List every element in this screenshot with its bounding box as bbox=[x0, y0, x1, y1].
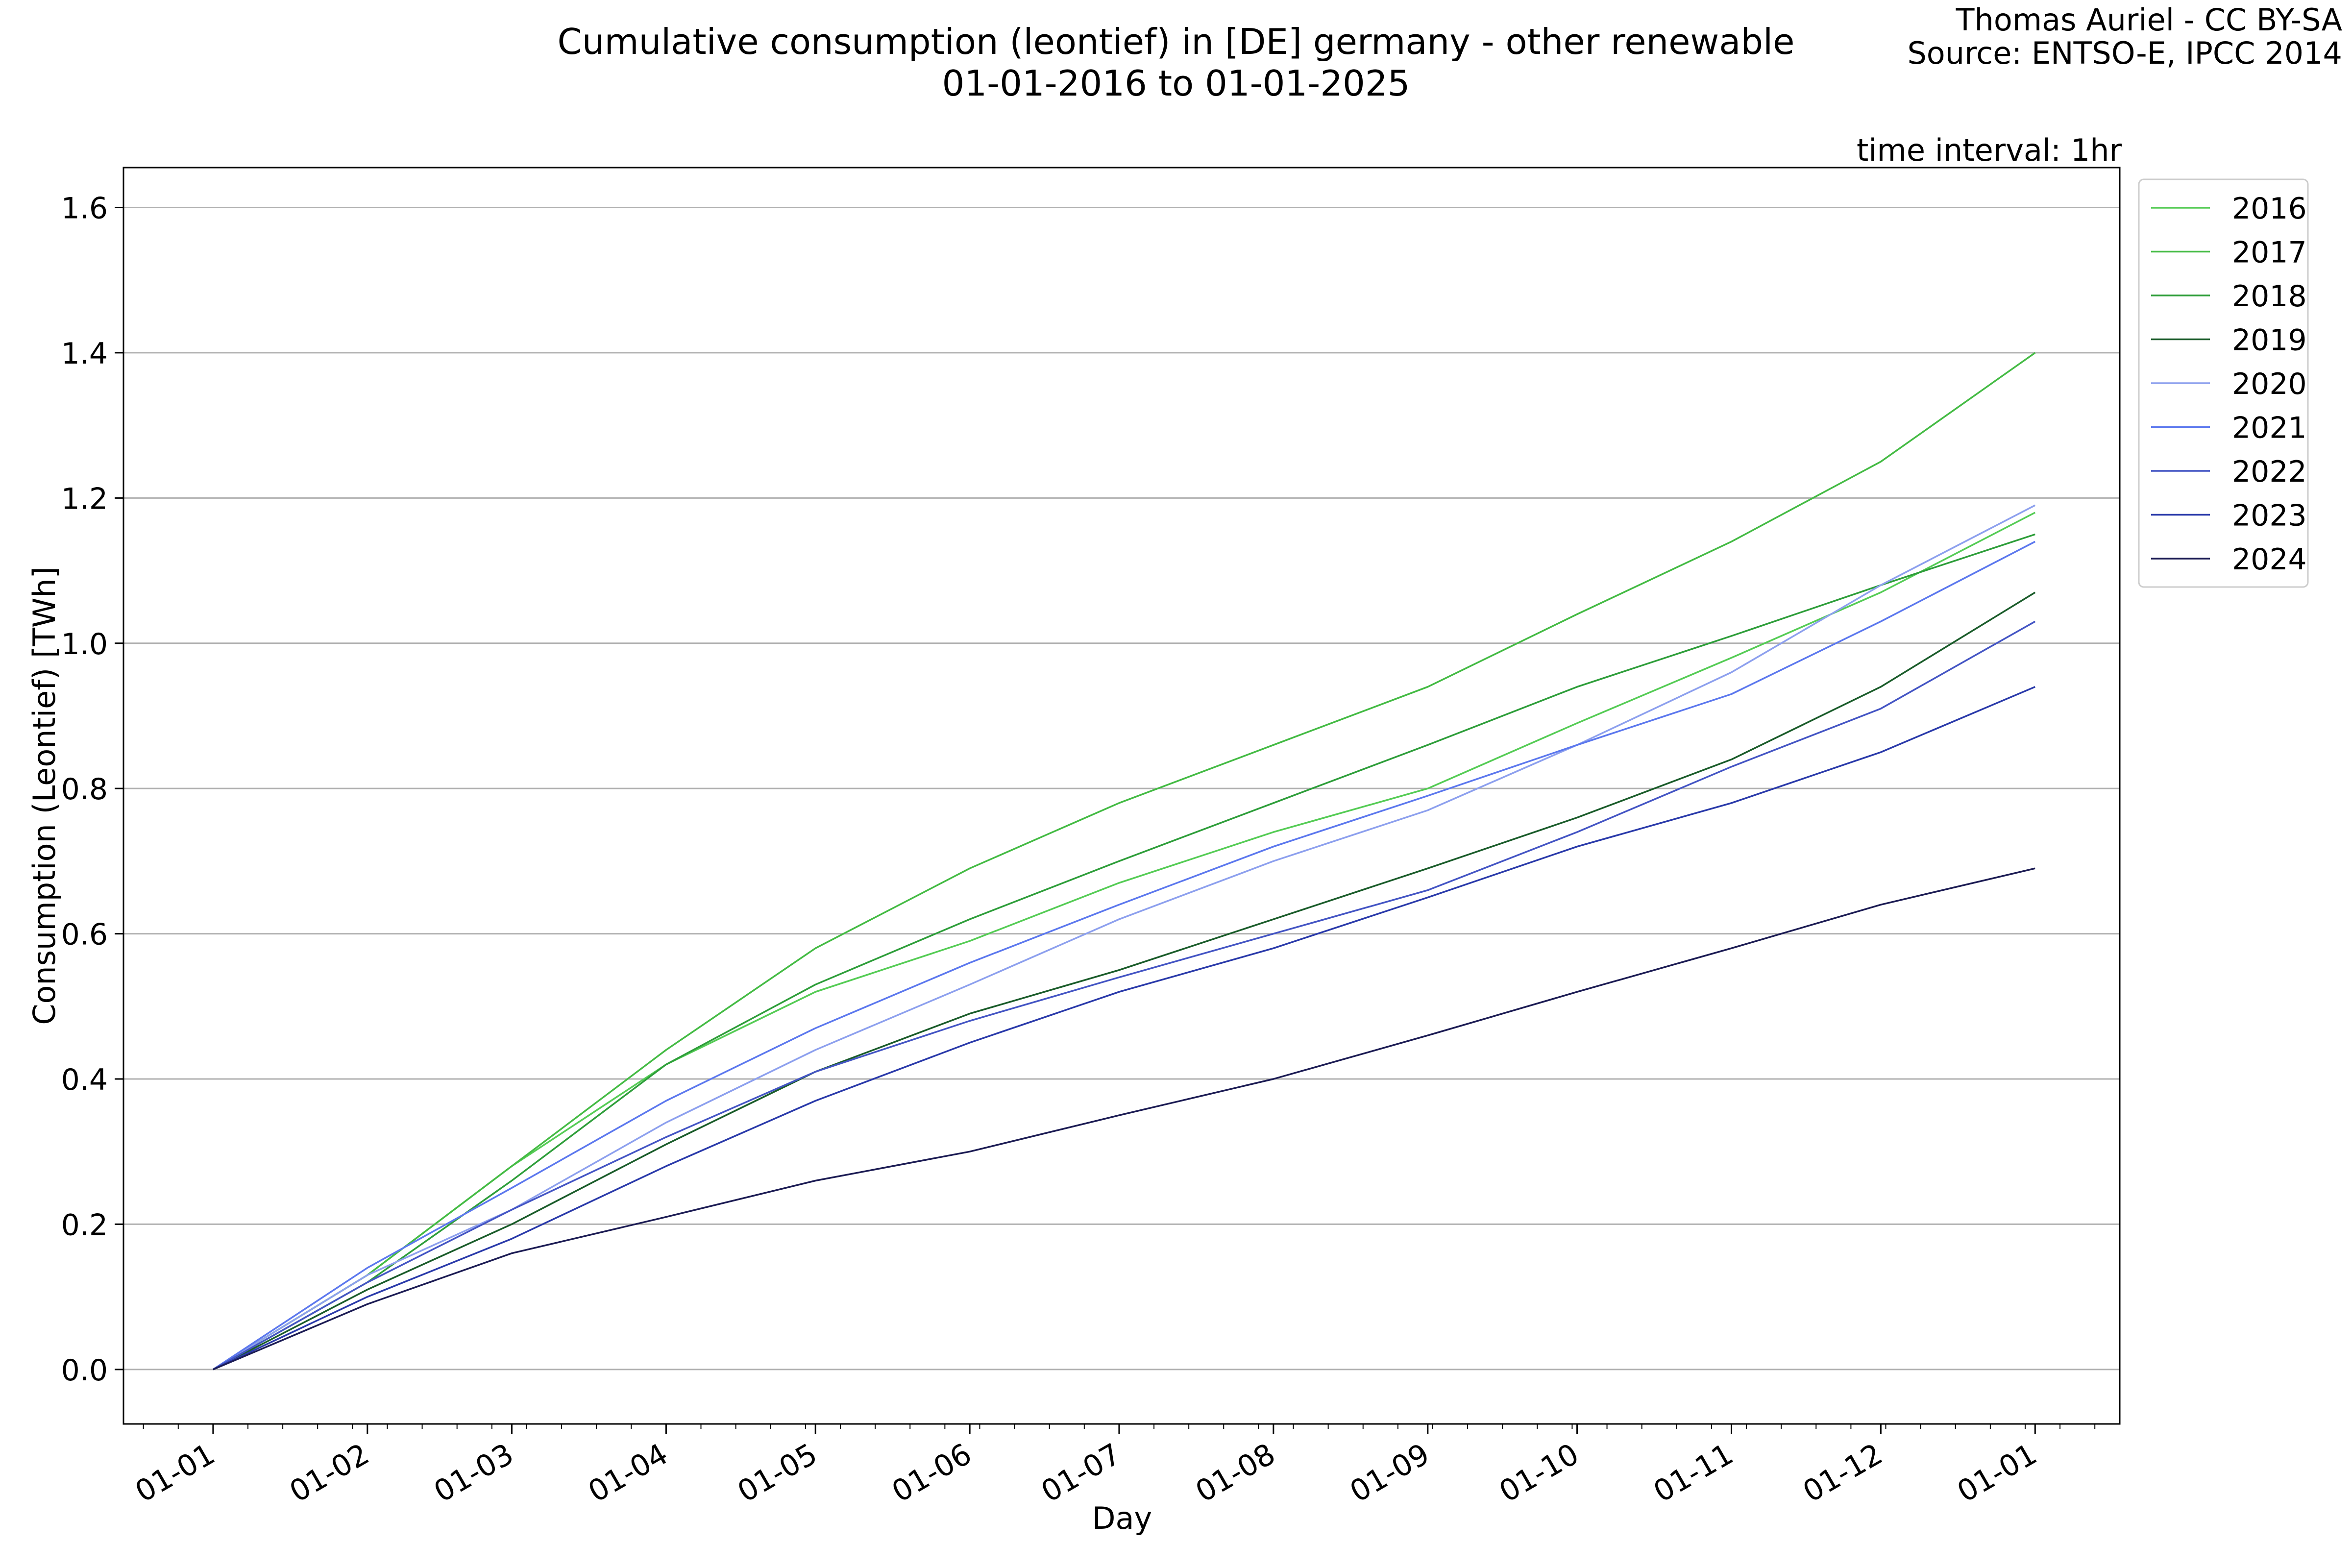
y-tick-label: 1.6 bbox=[61, 192, 108, 226]
y-tick-label: 0.4 bbox=[61, 1063, 108, 1097]
legend-label-2023: 2023 bbox=[2232, 499, 2307, 533]
y-tick-label: 1.2 bbox=[61, 482, 108, 516]
plot-frame bbox=[122, 167, 2121, 1425]
y-axis: 0.0 0.2 0.4 0.6 0.8 1.0 1.2 1.4 1.6 bbox=[61, 192, 123, 1388]
x-axis-label: Day bbox=[1092, 1500, 1152, 1536]
series-line-2024 bbox=[213, 867, 2035, 1371]
chart-title-line1: Cumulative consumption (leontief) in [DE… bbox=[558, 21, 1795, 62]
y-tick-label: 0.0 bbox=[61, 1353, 108, 1388]
chart-title-line2: 01-01-2016 to 01-01-2025 bbox=[942, 63, 1410, 104]
series-line-2017 bbox=[212, 352, 2036, 1371]
y-tick-label: 0.6 bbox=[61, 918, 108, 952]
legend-label-2018: 2018 bbox=[2232, 279, 2307, 314]
credit-author: Thomas Auriel - CC BY-SA bbox=[1956, 2, 2342, 38]
series-line-2019 bbox=[213, 591, 2036, 1371]
series-line-2022 bbox=[213, 620, 2036, 1371]
y-axis-label: Consumption (Leontief) [TWh] bbox=[26, 566, 62, 1025]
legend-label-2020: 2020 bbox=[2232, 367, 2307, 401]
series-line-2023 bbox=[213, 686, 2035, 1371]
credit-source: Source: ENTSO-E, IPCC 2014 bbox=[1907, 35, 2342, 71]
legend-label-2021: 2021 bbox=[2232, 411, 2307, 445]
legend-label-2022: 2022 bbox=[2232, 455, 2307, 489]
legend: 2016 2017 2018 2019 2020 2021 2022 2023 2024 bbox=[2138, 178, 2309, 588]
legend-label-2019: 2019 bbox=[2232, 323, 2307, 358]
y-tick-label: 1.0 bbox=[61, 627, 108, 662]
y-tick-label: 0.8 bbox=[61, 772, 108, 807]
series-line-2018 bbox=[213, 533, 2035, 1371]
legend-label-2024: 2024 bbox=[2232, 542, 2307, 577]
y-tick-label: 0.2 bbox=[61, 1208, 108, 1242]
grid-lines bbox=[123, 207, 2120, 1371]
y-tick-label: 1.4 bbox=[61, 337, 108, 371]
legend-label-2017: 2017 bbox=[2232, 236, 2307, 270]
time-interval-note: time interval: 1hr bbox=[1857, 132, 2122, 168]
series-line-2021 bbox=[212, 540, 2036, 1371]
legend-box bbox=[2138, 178, 2309, 588]
series-lines bbox=[212, 352, 2036, 1371]
legend-label-2016: 2016 bbox=[2232, 192, 2307, 226]
